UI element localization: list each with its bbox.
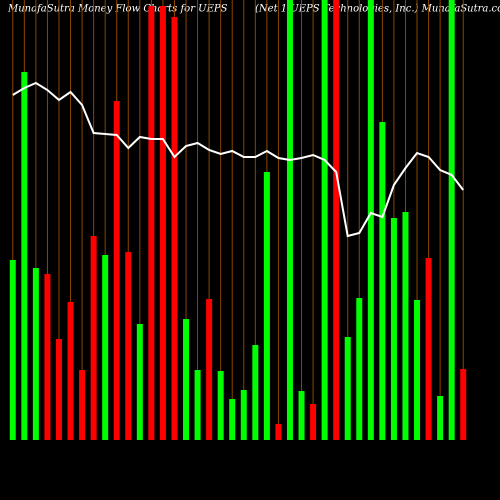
bar [344, 337, 351, 440]
bar [9, 260, 16, 440]
bar [275, 424, 282, 440]
bar [321, 0, 328, 440]
bar [136, 324, 143, 440]
bar [171, 17, 178, 440]
bar [425, 258, 432, 440]
bar [217, 371, 224, 440]
bar [21, 72, 28, 440]
bar [356, 298, 363, 440]
bar [79, 370, 86, 440]
bar [67, 302, 74, 440]
bar [183, 319, 190, 440]
bar [148, 6, 155, 440]
bar [310, 404, 317, 440]
bar [125, 252, 132, 440]
bar [194, 370, 201, 440]
bar [333, 0, 340, 440]
bar [252, 345, 259, 440]
bar [55, 339, 62, 440]
bar [437, 396, 444, 440]
bar [298, 391, 305, 440]
bar [102, 255, 109, 440]
bar [286, 0, 293, 440]
bar [32, 268, 39, 440]
bar [402, 212, 409, 440]
bar [367, 0, 374, 440]
bar [448, 0, 455, 440]
money-flow-line [12, 81, 464, 238]
bar [206, 299, 213, 440]
bar [229, 399, 236, 440]
chart-title: MunafaSutra Money Flow Charts for UEPS [7, 4, 228, 15]
bar [263, 172, 270, 440]
bar [379, 122, 386, 440]
chart-subtitle: (Net 1 UEPS Technologies, Inc.) MunafaSu… [255, 4, 500, 15]
bar [90, 236, 97, 440]
bar [113, 101, 120, 440]
bar [44, 274, 51, 440]
bar [390, 218, 397, 440]
bar [460, 369, 467, 440]
bar [159, 6, 166, 440]
bar [240, 390, 247, 440]
bar [414, 300, 421, 440]
